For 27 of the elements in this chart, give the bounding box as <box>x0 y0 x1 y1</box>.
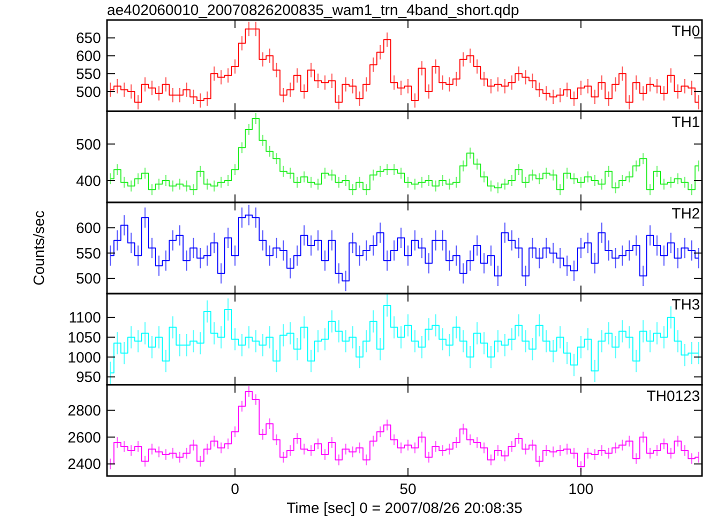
y-tick-label: 550 <box>76 66 101 83</box>
y-tick-label: 500 <box>76 270 101 288</box>
y-tick-label: 500 <box>76 84 101 101</box>
text: TH0123 <box>646 388 700 405</box>
y-tick-label: 400 <box>76 172 101 190</box>
chart-title: ae402060010_20070826200835_wam1_trn_4band_short.qdp <box>107 2 520 19</box>
y-tick-label: 600 <box>76 48 101 66</box>
x-tick-label: 0 <box>230 481 240 498</box>
y-tick-label: 600 <box>76 220 101 237</box>
text: TH0 <box>672 23 700 40</box>
text: TH1 <box>672 114 700 132</box>
series-label: TH3 <box>672 296 700 314</box>
y-tick-label: 2600 <box>68 429 101 446</box>
y-tick-label: 500 <box>76 136 101 154</box>
x-tick-label: 50 <box>400 481 416 498</box>
y-tick-label: 550 <box>76 245 101 262</box>
y-tick-label: 650 <box>76 30 101 48</box>
y-axis-title: Counts/sec <box>31 210 48 286</box>
x-axis-title: Time [sec] 0 = 2007/08/26 20:08:35 <box>286 500 522 516</box>
series-label: TH2 <box>672 205 700 222</box>
y-tick-label: 2400 <box>68 456 101 474</box>
y-tick-label: 1100 <box>68 310 101 327</box>
x-tick-label: 100 <box>568 481 594 498</box>
y-tick-label: 950 <box>76 369 101 386</box>
y-tick-label: 1000 <box>68 349 101 366</box>
y-tick-label: 1050 <box>68 329 101 346</box>
y-tick-label: 2800 <box>68 402 101 420</box>
